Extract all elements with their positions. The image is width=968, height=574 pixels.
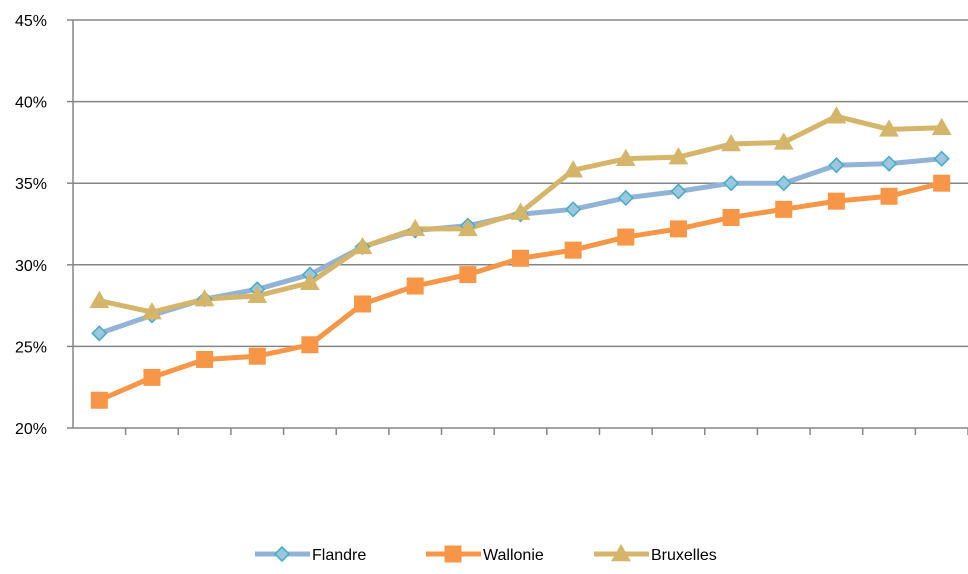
data-point-wallonie [880, 187, 898, 205]
data-point-wallonie [196, 350, 214, 368]
data-point-bruxelles [89, 290, 110, 308]
data-point-wallonie [933, 174, 951, 192]
gridlines [73, 19, 968, 348]
data-point-wallonie [722, 208, 740, 226]
data-point-bruxelles [931, 117, 952, 135]
y-tick-label: 25% [15, 339, 47, 356]
y-tick-label: 40% [15, 95, 47, 112]
data-point-wallonie [617, 228, 635, 246]
y-axis-tick-labels: 45% 40% 35% 30% 25% 20% [15, 13, 47, 438]
data-point-bruxelles [142, 302, 162, 320]
data-point-wallonie [564, 241, 582, 259]
data-point-wallonie [459, 266, 477, 284]
data-point-bruxelles [510, 202, 531, 220]
data-point-flandre [880, 155, 898, 172]
legend: Flandre Wallonie Bruxelles [255, 543, 717, 564]
series-line-flandre [98, 156, 942, 336]
data-point-flandre [617, 189, 634, 207]
data-point-bruxelles [457, 218, 478, 237]
data-point-wallonie [827, 192, 845, 210]
series-markers [89, 106, 952, 409]
data-point-wallonie [354, 295, 372, 313]
legend-label: Wallonie [483, 547, 544, 564]
data-point-bruxelles [194, 289, 215, 307]
data-point-bruxelles [826, 106, 847, 124]
data-point-wallonie [143, 368, 161, 386]
y-tick-label: 35% [15, 176, 47, 193]
data-point-wallonie [512, 249, 529, 267]
y-tick-label: 45% [15, 13, 47, 30]
legend-swatch-marker [611, 543, 631, 562]
data-point-bruxelles [668, 147, 689, 165]
data-point-wallonie [301, 336, 319, 354]
data-point-flandre [670, 183, 687, 200]
data-point-flandre [565, 201, 582, 218]
y-tick-label: 30% [15, 258, 47, 275]
data-point-wallonie [248, 347, 266, 365]
legend-label: Flandre [312, 547, 366, 564]
legend-swatch-marker [273, 545, 291, 563]
data-point-flandre [775, 175, 792, 192]
data-point-wallonie [406, 277, 424, 295]
data-point-wallonie [669, 220, 687, 238]
data-point-bruxelles [247, 285, 268, 304]
data-point-bruxelles [721, 134, 741, 152]
data-point-bruxelles [405, 218, 426, 237]
legend-swatch-marker [444, 545, 462, 563]
data-point-bruxelles [879, 119, 899, 137]
y-tick-label: 20% [15, 421, 47, 438]
data-point-bruxelles [773, 132, 794, 150]
data-point-flandre [722, 175, 740, 192]
axes [67, 19, 968, 435]
data-point-flandre [828, 157, 845, 174]
data-point-wallonie [775, 200, 793, 218]
data-point-bruxelles [615, 148, 636, 166]
data-point-bruxelles [300, 272, 320, 291]
legend-label: Bruxelles [651, 547, 717, 564]
data-point-bruxelles [563, 160, 584, 178]
data-point-bruxelles [352, 236, 373, 255]
data-point-flandre [933, 150, 950, 167]
data-point-wallonie [90, 391, 108, 409]
data-point-flandre [91, 325, 108, 342]
